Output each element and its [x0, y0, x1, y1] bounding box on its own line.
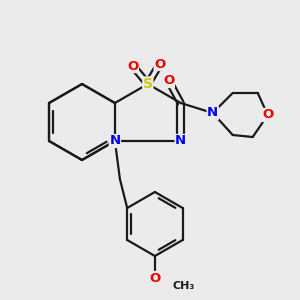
Text: CH₃: CH₃	[173, 281, 195, 291]
Text: N: N	[207, 106, 218, 119]
Text: O: O	[163, 74, 174, 88]
Text: O: O	[127, 59, 138, 73]
Text: O: O	[149, 272, 161, 284]
Text: S: S	[143, 77, 153, 91]
Text: O: O	[154, 58, 165, 70]
Text: N: N	[175, 134, 186, 148]
Text: O: O	[262, 109, 273, 122]
Text: N: N	[109, 134, 121, 148]
